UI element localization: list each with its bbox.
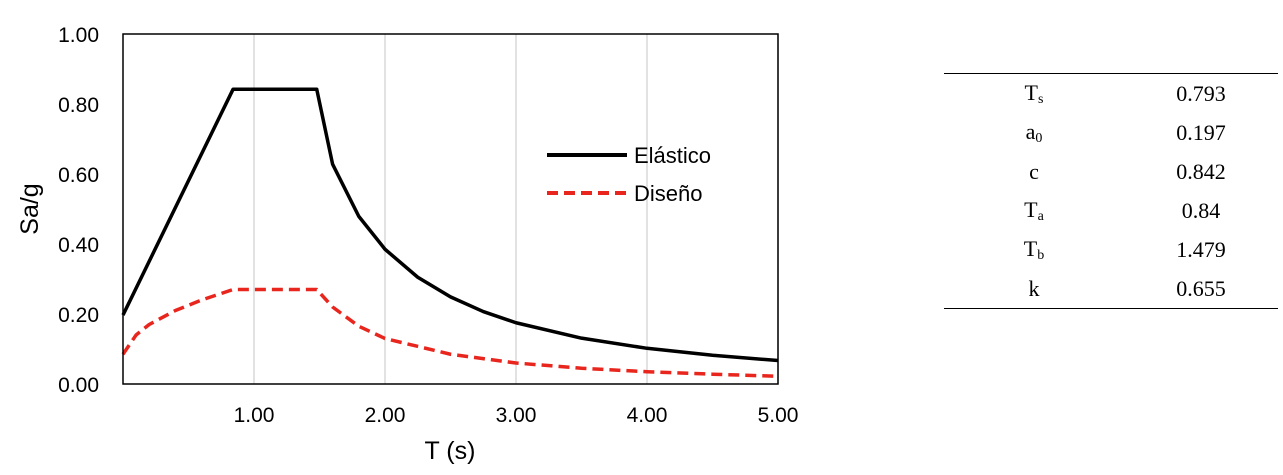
x-tick-label: 5.00 — [758, 404, 799, 427]
param-symbol: c — [1029, 158, 1039, 184]
param-name: Ts — [944, 74, 1124, 114]
table-row: Ta 0.84 — [944, 191, 1278, 230]
table-row: Tb 1.479 — [944, 230, 1278, 269]
param-subscript: s — [1038, 91, 1044, 107]
param-name: Tb — [944, 230, 1124, 269]
gridlines — [253, 34, 779, 384]
x-tick-label: 1.00 — [234, 404, 275, 427]
series-line-diseno — [121, 287, 779, 379]
parameter-table: Ts 0.793 a0 0.197 c 0.842 Ta 0.84 Tb 1.479 k 0.655 — [944, 73, 1278, 309]
param-subscript: a — [1037, 208, 1044, 224]
param-value: 0.84 — [1181, 197, 1221, 223]
y-tick-label: 1.00 — [58, 24, 99, 47]
param-name: a0 — [944, 113, 1124, 152]
param-symbol: T — [1023, 235, 1038, 261]
y-tick-label: 0.00 — [58, 374, 99, 397]
table-row: c 0.842 — [944, 152, 1278, 191]
param-symbol: a — [1025, 118, 1036, 144]
x-tick-label: 4.00 — [627, 404, 668, 427]
table-row: a0 0.197 — [944, 113, 1278, 152]
legend-label-elastico: Elástico — [634, 143, 711, 168]
param-name: Ta — [944, 191, 1124, 230]
param-value: 0.842 — [1176, 158, 1226, 184]
param-value: 0.655 — [1176, 275, 1226, 301]
y-tick-labels: 0.00 0.20 0.40 0.60 0.80 1.00 — [58, 24, 99, 397]
param-symbol: T — [1024, 196, 1038, 222]
table-row: Ts 0.793 — [944, 74, 1278, 114]
param-subscript: 0 — [1035, 130, 1043, 146]
param-value: 1.479 — [1176, 236, 1226, 262]
response-spectrum-chart: 0.00 0.20 0.40 0.60 0.80 1.00 1.00 2.00 3.00 4.0… — [16, 24, 799, 465]
param-subscript: b — [1037, 247, 1045, 263]
legend-label-diseno: Diseño — [634, 181, 702, 206]
x-tick-label: 2.00 — [365, 404, 406, 427]
x-tick-label: 3.00 — [496, 404, 537, 427]
series-line-elastico — [121, 87, 779, 363]
param-symbol: k — [1028, 275, 1040, 301]
param-symbol: T — [1024, 79, 1038, 105]
param-value: 0.793 — [1176, 80, 1226, 106]
plot-area-frame — [122, 33, 779, 385]
y-tick-label: 0.20 — [58, 304, 99, 327]
legend: Elástico Diseño — [547, 143, 711, 206]
param-name: c — [944, 152, 1124, 191]
y-axis-title: Sa/g — [16, 183, 44, 234]
param-value: 0.197 — [1176, 119, 1226, 145]
y-tick-label: 0.60 — [58, 164, 99, 187]
y-tick-label: 0.40 — [58, 234, 99, 257]
x-tick-labels: 1.00 2.00 3.00 4.00 5.00 — [234, 404, 799, 427]
param-name: k — [944, 269, 1124, 309]
series-lines — [121, 87, 779, 379]
table-row: k 0.655 — [944, 269, 1278, 309]
x-axis-title: T (s) — [425, 437, 476, 465]
y-tick-label: 0.80 — [58, 94, 99, 117]
